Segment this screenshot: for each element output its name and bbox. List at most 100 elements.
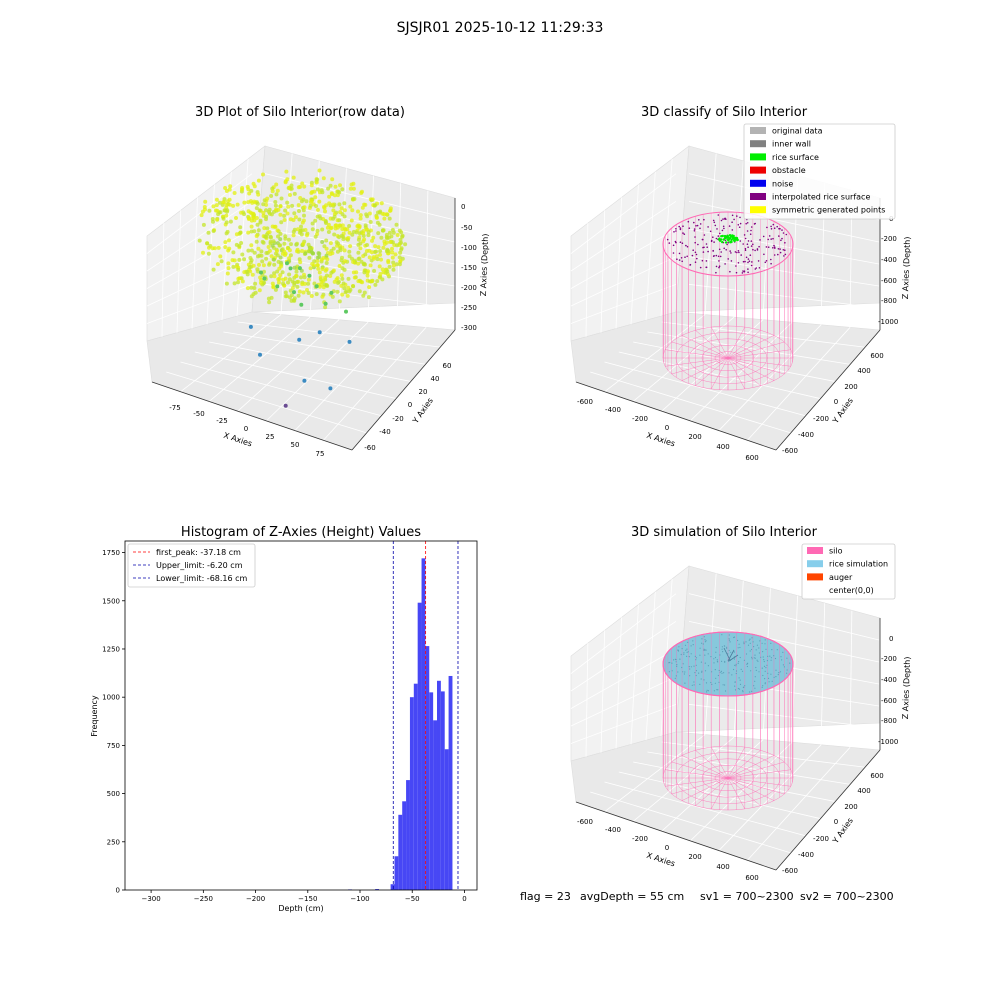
rice-sim-point xyxy=(762,651,764,653)
surface-point xyxy=(256,178,261,183)
surface-point xyxy=(275,228,280,233)
surface-point xyxy=(322,206,327,210)
surface-point xyxy=(340,223,345,228)
rice-sim-point xyxy=(684,644,687,646)
surface-point xyxy=(399,230,404,235)
rice-sim-point xyxy=(751,637,753,639)
surface-point xyxy=(262,269,266,274)
surface-point xyxy=(366,233,371,238)
surface-point xyxy=(221,216,226,221)
surface-point xyxy=(256,246,261,251)
rice-sim-point xyxy=(746,665,749,668)
y-tick-label: 0 xyxy=(408,401,412,409)
legend-frame xyxy=(801,543,896,600)
interpolated-point xyxy=(675,230,677,232)
histogram-bar xyxy=(402,801,407,890)
interpolated-point xyxy=(783,255,785,257)
surface-point xyxy=(215,262,220,267)
rice-sim-point xyxy=(763,665,766,668)
interpolated-point xyxy=(766,226,768,229)
rice-surface-point xyxy=(728,237,731,240)
legend-entries: original data inner wall rice surface obsta… xyxy=(750,127,885,215)
z-ticks-classify: 0 -200 -400 -600 -800 -1000 xyxy=(878,215,898,326)
rice-sim-point xyxy=(721,672,723,674)
silo-floor-spoke xyxy=(665,349,729,359)
surface-point xyxy=(379,257,383,262)
surface-point xyxy=(328,241,333,246)
scatter-point xyxy=(307,273,312,278)
rice-sim-point xyxy=(711,683,713,686)
surface-point xyxy=(373,282,378,287)
rice-sim-point xyxy=(758,652,761,654)
surface-point xyxy=(251,215,256,220)
rice-sim-point xyxy=(749,691,751,693)
interpolated-point xyxy=(695,253,698,256)
rice-sim-point xyxy=(734,681,736,683)
interpolated-point xyxy=(717,214,720,216)
surface-point xyxy=(201,222,206,227)
surface-point xyxy=(379,235,384,240)
interpolated-point xyxy=(779,248,781,250)
interpolated-point xyxy=(696,224,699,227)
legend-label: inner wall xyxy=(772,140,811,149)
surface-point xyxy=(356,261,361,266)
surface-point xyxy=(357,289,362,294)
rice-sim-point xyxy=(704,670,707,672)
silo-floor-spoke xyxy=(727,357,761,386)
rice-sim-point xyxy=(735,663,737,666)
interpolated-point xyxy=(733,218,735,221)
rice-sim-point xyxy=(750,648,753,651)
surface-point xyxy=(388,240,393,244)
rice-sim-point xyxy=(695,670,698,672)
rice-sim-point xyxy=(751,658,753,660)
surface-point xyxy=(297,217,302,222)
interpolated-point xyxy=(745,222,747,225)
surface-point xyxy=(387,216,392,221)
surface-point xyxy=(320,190,325,195)
surface-point xyxy=(216,245,221,250)
surface-point xyxy=(367,248,372,253)
interpolated-point xyxy=(768,235,771,237)
surface-point xyxy=(297,209,301,213)
rice-sim-point xyxy=(770,657,773,659)
surface-point xyxy=(320,267,325,271)
interpolated-point xyxy=(747,261,749,264)
surface-point xyxy=(306,277,311,282)
surface-point xyxy=(272,257,276,262)
y-tick-label: 600 xyxy=(870,352,883,360)
rice-sim-point xyxy=(695,657,698,659)
interpolated-point xyxy=(681,260,683,263)
surface-point xyxy=(342,248,347,253)
surface-point xyxy=(261,202,266,207)
surface-point xyxy=(301,197,306,202)
surface-point xyxy=(231,250,236,255)
surface-point xyxy=(258,280,263,285)
legend-swatch xyxy=(807,586,823,594)
surface-point xyxy=(278,273,283,278)
surface-point xyxy=(341,237,346,242)
surface-point xyxy=(364,227,369,232)
interpolated-point xyxy=(727,258,729,260)
surface-point xyxy=(367,255,372,260)
interpolated-point xyxy=(750,229,752,232)
legend-classify: original data inner wall rice surface obsta… xyxy=(743,123,896,220)
interpolated-point xyxy=(703,218,705,221)
surface-point xyxy=(252,199,257,204)
z-tick-label: -600 xyxy=(881,277,897,285)
surface-point xyxy=(391,267,396,272)
surface-point xyxy=(267,300,272,305)
interpolated-point xyxy=(749,254,752,256)
rice-sim-point xyxy=(750,670,752,672)
surface-point xyxy=(342,201,347,206)
histogram-bar xyxy=(421,558,426,890)
rice-sim-point xyxy=(681,648,683,650)
surface-point xyxy=(242,257,247,262)
silo-floor-spoke xyxy=(671,341,729,359)
surface-point xyxy=(279,220,284,225)
surface-point xyxy=(382,212,387,217)
silo-floor-spoke xyxy=(710,326,729,359)
y-tick-label: -600 xyxy=(782,867,798,875)
silo-floor-spoke xyxy=(695,357,729,386)
surface-point xyxy=(300,181,305,186)
surface-point xyxy=(302,213,306,218)
